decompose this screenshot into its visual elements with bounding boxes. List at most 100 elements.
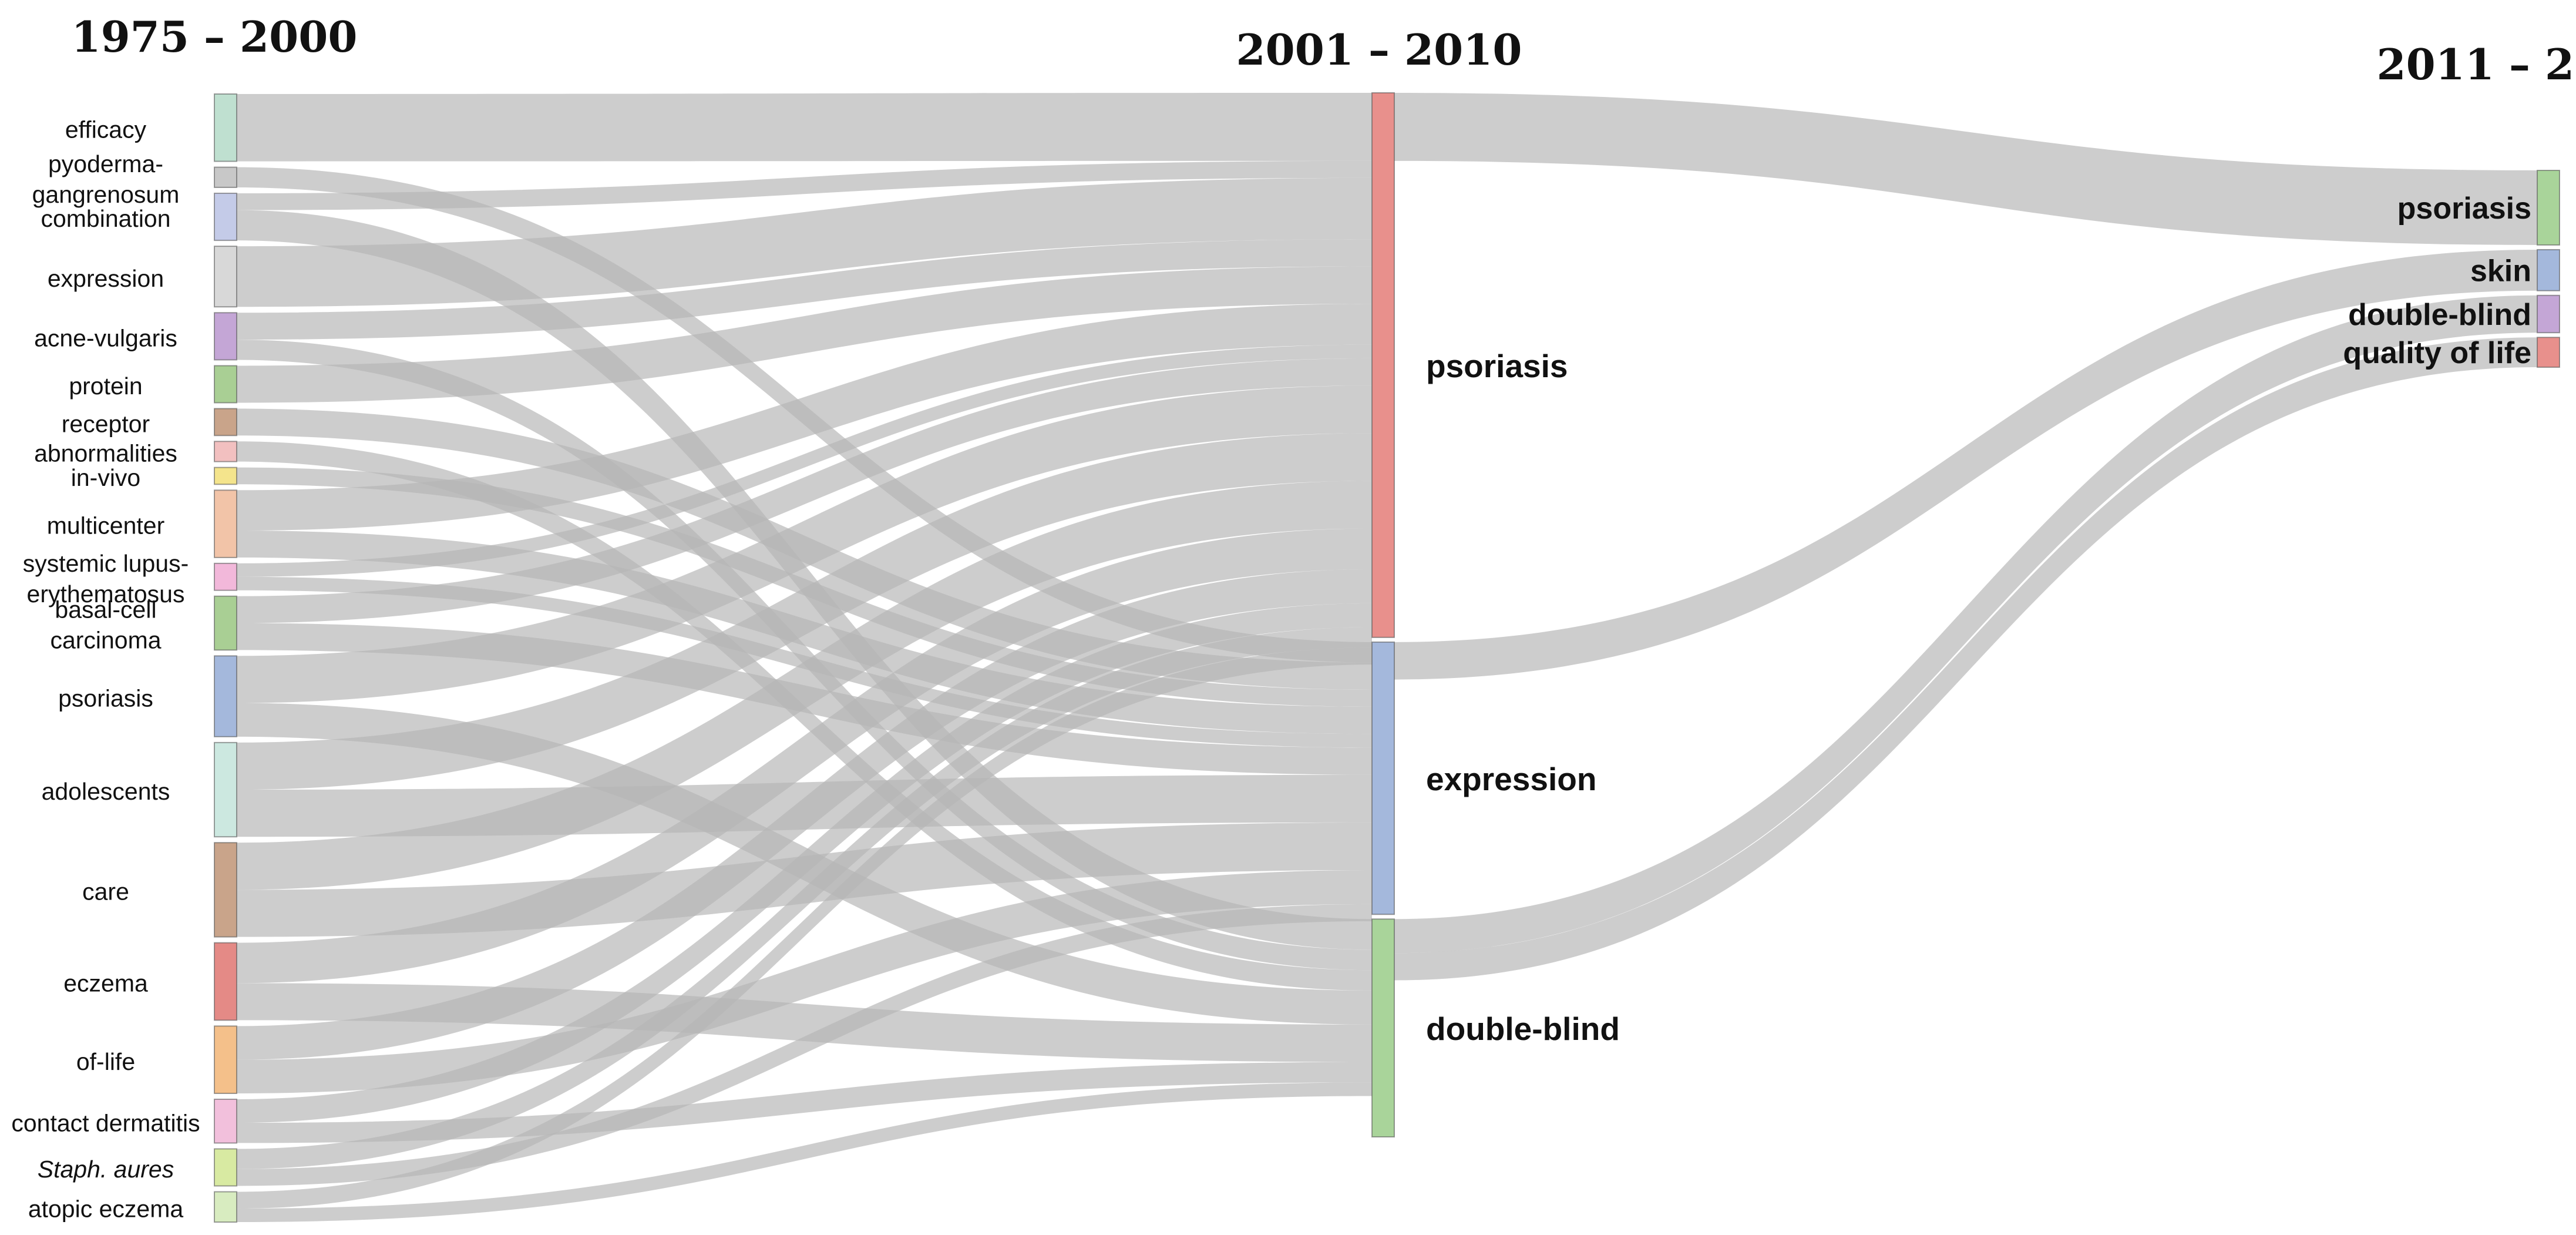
node-label-line: systemic lupus- [23,550,189,577]
node-label-p1-oflife: of-life [76,1048,135,1075]
node-label-p1-abnormalities: abnormalities [34,440,177,467]
node-label-p2-psoriasis2: psoriasis [1426,348,1568,384]
node-label-p1-atopic: atopic eczema [28,1195,184,1222]
node-label-line: psoriasis [58,684,153,712]
node-p1-psoriasis1 [214,655,237,737]
flow-layer [237,93,2537,1222]
node-label-line: eczema [63,970,148,997]
flow-atopic-to-doubleblind2 [237,1082,1372,1222]
node-label-p1-bcc: basal-cell carcinoma [50,596,161,654]
node-p1-pyoderma [214,166,237,188]
node-label-line: expression [1426,761,1596,797]
flow-protein-to-psoriasis2 [237,266,1372,403]
flow-doubleblind2-to-qol3 [1394,337,2537,981]
node-label-line: care [82,878,129,905]
period-title-2011-2025: 2011 – 2025 [2377,39,2576,89]
node-p1-expression1 [214,246,237,308]
node-label-p2-expression2: expression [1426,761,1596,797]
node-label-line: acne-vulgaris [34,325,177,352]
period-titles: 1975 – 2000 2001 – 2010 2011 – 2025 [72,12,2576,89]
node-p1-bcc [214,595,237,651]
flow-bcc-to-psoriasis2 [237,358,1372,623]
node-p1-combination [214,192,237,241]
node-p1-multicenter [214,489,237,558]
flow-invivo-to-expression2 [237,467,1372,707]
node-label-p1-sle: systemic lupus-erythematosus [23,550,189,608]
node-label-line: gangrenosum [32,181,180,208]
flow-multicenter-to-psoriasis2 [237,304,1372,531]
flow-abnormalities-to-doubleblind2 [237,441,1372,991]
period-title-1975-2000: 1975 – 2000 [72,12,358,62]
flow-oflife-to-expression2 [237,870,1372,1093]
node-label-p2-doubleblind2: double-blind [1426,1011,1620,1047]
node-label-line: in-vivo [71,464,140,491]
node-label-line: of-life [76,1048,135,1075]
node-p3-qol3 [2537,337,2560,368]
node-p1-staph [214,1148,237,1187]
flow-care-to-psoriasis2 [237,481,1372,890]
node-label-p1-efficacy: efficacy [65,116,147,143]
flow-expression2-to-skin3 [1394,249,2537,680]
flow-contact-to-psoriasis2 [237,603,1372,1123]
node-p1-efficacy [214,93,237,162]
flow-atopic-to-psoriasis2 [237,647,1372,1209]
node-label-line: atopic eczema [28,1195,184,1222]
node-label-p1-adolescents: adolescents [42,778,170,805]
node-layer [214,92,2560,1223]
flow-combination-to-psoriasis2 [237,160,1372,210]
node-p1-receptor [214,408,237,437]
flow-expression1-to-psoriasis2 [237,177,1372,307]
node-p3-skin3 [2537,249,2560,291]
node-label-line: adolescents [42,778,170,805]
node-label-p1-protein: protein [69,372,142,400]
node-p1-adolescents [214,741,237,838]
node-label-p1-multicenter: multicenter [47,512,165,539]
node-p1-invivo [214,467,237,485]
node-label-line: combination [41,205,170,232]
node-label-line: basal-cell [55,596,156,623]
node-label-line: protein [69,372,142,400]
node-p1-contact [214,1098,237,1144]
node-label-p1-care: care [82,878,129,905]
node-p2-doubleblind2 [1371,918,1395,1138]
node-label-p3-doubleblind3: double-blind [2348,298,2531,332]
flow-contact-to-doubleblind2 [237,1062,1372,1143]
flow-acne-to-doubleblind2 [237,340,1372,971]
node-label-line: receptor [62,411,150,438]
node-label-p1-psoriasis1: psoriasis [58,684,153,712]
node-p1-atopic [214,1191,237,1223]
node-p1-abnormalities [214,441,237,462]
node-label-line: efficacy [65,116,147,143]
node-label-p1-staph: Staph. aures [38,1156,174,1183]
node-p1-eczema [214,942,237,1021]
node-label-p1-pyoderma: pyoderma-gangrenosum [32,150,180,208]
node-label-line: contact dermatitis [11,1109,200,1136]
node-label-p1-expression1: expression [48,265,164,292]
node-label-p3-qol3: quality of life [2343,336,2531,370]
node-label-line: double-blind [1426,1011,1620,1047]
flow-staph-to-expression2 [237,904,1372,1186]
node-p1-acne [214,312,237,361]
flow-psoriasis1-to-psoriasis2 [237,385,1372,703]
flow-sle-to-psoriasis2 [237,344,1372,577]
flow-staph-to-psoriasis2 [237,627,1372,1169]
node-label-line: quality of life [2343,336,2531,370]
flow-eczema-to-psoriasis2 [237,528,1372,984]
node-p1-oflife [214,1025,237,1094]
node-label-p1-contact: contact dermatitis [11,1109,200,1136]
node-label-p1-acne: acne-vulgaris [34,325,177,352]
node-p3-psoriasis3 [2537,170,2560,246]
flow-efficacy-to-psoriasis2 [237,93,1372,162]
node-p1-care [214,842,237,938]
node-label-line: skin [2470,254,2531,288]
node-p2-expression2 [1371,641,1395,915]
node-p1-protein [214,365,237,404]
flow-psoriasis2-to-psoriasis3 [1394,93,2537,245]
node-label-p1-combination: combination [41,205,170,232]
node-p3-doubleblind3 [2537,294,2560,334]
flow-acne-to-psoriasis2 [237,239,1372,340]
node-label-line: psoriasis [1426,348,1568,384]
node-label-line: erythematosus [27,580,185,608]
